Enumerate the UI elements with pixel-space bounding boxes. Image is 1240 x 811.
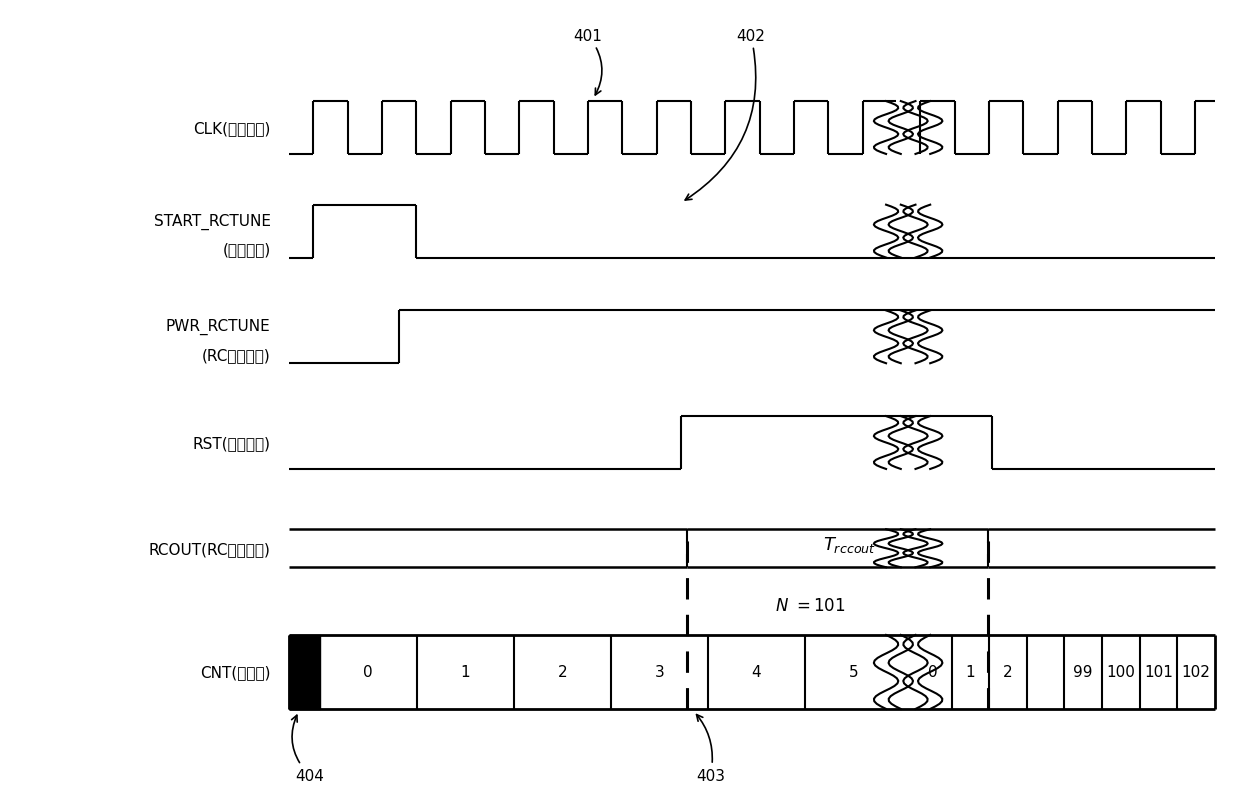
Text: 102: 102: [1182, 664, 1210, 680]
Text: (启动脉冲): (启动脉冲): [222, 242, 270, 257]
Text: $T_{rccout}$: $T_{rccout}$: [823, 534, 877, 555]
Bar: [289, 635, 320, 709]
Text: 0: 0: [363, 664, 373, 680]
Text: 404: 404: [291, 715, 324, 783]
Text: CNT(计数器): CNT(计数器): [200, 664, 270, 680]
Text: 4: 4: [751, 664, 761, 680]
Text: CLK(参考时钟): CLK(参考时钟): [193, 121, 270, 136]
Text: 5: 5: [848, 664, 858, 680]
Text: 0: 0: [929, 664, 937, 680]
Text: 100: 100: [1106, 664, 1136, 680]
Text: 99: 99: [1074, 664, 1092, 680]
Text: 1: 1: [966, 664, 976, 680]
Text: 101: 101: [1145, 664, 1173, 680]
Text: (RC校正上电): (RC校正上电): [202, 348, 270, 363]
Text: 2: 2: [1003, 664, 1013, 680]
Text: START_RCTUNE: START_RCTUNE: [154, 213, 270, 230]
Text: 403: 403: [696, 714, 725, 783]
Text: 401: 401: [573, 28, 603, 96]
Text: 1: 1: [460, 664, 470, 680]
Text: 3: 3: [655, 664, 665, 680]
Text: 2: 2: [558, 664, 567, 680]
Text: 402: 402: [686, 28, 765, 201]
Text: RCOUT(RC电压输出): RCOUT(RC电压输出): [149, 541, 270, 556]
Text: PWR_RCTUNE: PWR_RCTUNE: [166, 319, 270, 335]
Text: $N\ =101$: $N\ =101$: [775, 597, 846, 614]
Text: RST(复位开关): RST(复位开关): [192, 436, 270, 450]
